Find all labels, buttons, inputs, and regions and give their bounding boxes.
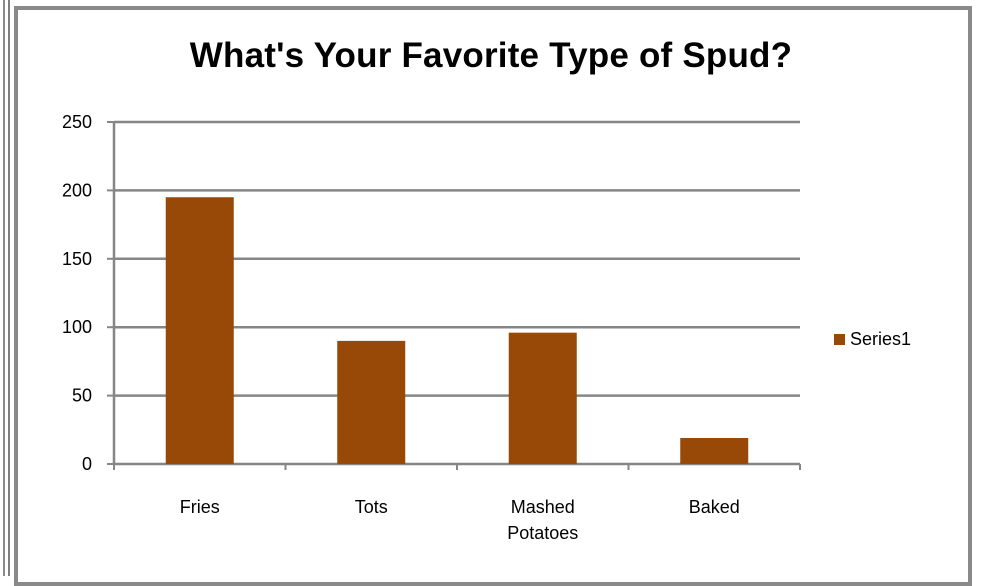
y-tick-label: 50 — [72, 386, 92, 406]
x-tick-label: Tots — [355, 497, 388, 517]
legend-label: Series1 — [850, 329, 912, 349]
chart-title: What's Your Favorite Type of Spud? — [189, 36, 793, 75]
bar — [165, 197, 234, 465]
y-tick-label: 100 — [62, 317, 92, 337]
y-tick-label: 0 — [82, 454, 92, 474]
bars — [165, 197, 749, 465]
x-tick-labels: Fries Tots Mashed Potatoes Baked — [180, 497, 740, 543]
x-tick-label: Fries — [180, 497, 220, 517]
y-tick-label: 250 — [62, 112, 92, 132]
bar — [508, 332, 577, 464]
x-tick-label: Mashed — [511, 497, 575, 517]
y-tick-label: 150 — [62, 249, 92, 269]
left-border — [0, 0, 10, 576]
y-tick-labels: 0 50 100 150 200 250 — [62, 112, 92, 474]
y-tick-label: 200 — [62, 180, 92, 200]
x-tick-label: Baked — [689, 497, 740, 517]
bar — [680, 438, 749, 464]
x-tick-label: Potatoes — [507, 523, 578, 543]
bar — [337, 340, 406, 464]
legend: Series1 — [834, 329, 911, 350]
legend-swatch — [834, 334, 845, 345]
